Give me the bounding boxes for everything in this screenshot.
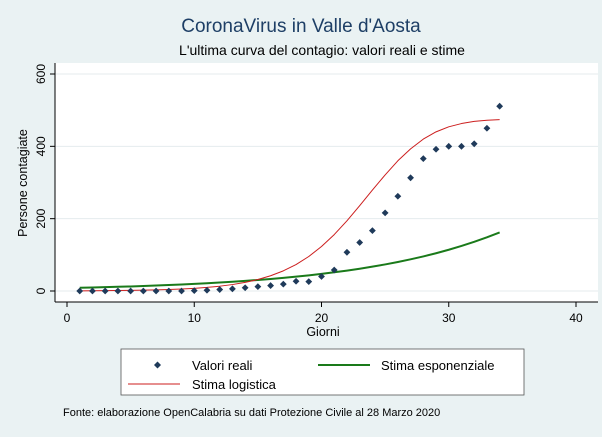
data-point-day-31 [458,142,465,150]
legend-label-stima-esponenziale: Stima esponenziale [381,358,494,373]
data-point-day-33 [483,124,491,132]
x-tick-label-30: 30 [442,311,456,325]
y-tick-label-400: 400 [34,136,48,156]
x-tick-label-0: 0 [64,311,71,325]
data-point-day-12 [216,286,224,293]
data-point-day-11 [203,286,211,294]
data-point-day-1 [76,287,84,295]
chart-subtitle: L'ultima curva del contagio: valori real… [179,42,465,58]
y-tick-label-600: 600 [34,64,48,84]
legend-swatch-valori-reali [154,361,161,369]
legend-label-valori-reali: Valori reali [192,358,253,373]
series-line-stima-esponenziale [79,231,501,289]
data-point-day-24 [369,227,376,235]
data-point-day-26 [394,192,402,200]
series-layer [76,102,504,295]
data-point-day-6 [139,287,147,295]
source-note: Fonte: elaborazione OpenCalabria su dati… [63,407,440,419]
data-point-day-29 [432,145,440,153]
data-point-day-8 [165,287,173,295]
x-axis-title: Giorni [306,325,339,339]
data-point-day-21 [330,266,338,274]
data-point-day-23 [356,239,364,246]
data-point-day-14 [241,284,249,292]
data-point-day-7 [152,287,160,295]
chart-title: CoronaVirus in Valle d'Aosta [181,16,421,37]
data-point-day-22 [343,248,351,256]
data-point-day-16 [267,282,274,289]
data-point-day-18 [292,277,300,285]
data-point-day-25 [381,209,389,217]
plot-area [55,63,598,302]
data-point-day-34 [496,102,504,110]
y-tick-label-0: 0 [34,287,48,294]
data-point-day-19 [305,278,313,285]
data-point-day-13 [229,285,236,293]
x-axis-ticks: 0 10 20 30 40 [64,302,583,325]
legend-box [120,348,525,396]
legend-label-stima-logistica: Stima logistica [192,377,277,392]
data-point-day-2 [89,287,96,295]
data-point-day-10 [190,287,198,295]
y-axis-ticks: 0 200 400 600 [34,64,55,294]
data-point-day-28 [419,155,427,163]
x-tick-label-10: 10 [188,311,202,325]
data-point-day-17 [279,280,287,288]
x-tick-label-20: 20 [315,311,329,325]
data-point-day-20 [318,273,325,280]
data-point-day-15 [254,283,262,291]
data-point-day-9 [178,287,185,295]
series-line-stima-logistica [79,119,500,292]
data-point-day-5 [127,287,135,295]
data-point-day-30 [445,142,453,150]
y-axis-title: Persone contagiate [16,129,30,237]
data-point-day-27 [407,174,414,182]
y-tick-label-200: 200 [34,208,48,228]
data-point-day-32 [470,140,478,148]
x-tick-label-40: 40 [569,311,583,325]
data-point-day-3 [101,287,109,295]
data-point-day-4 [114,287,122,295]
